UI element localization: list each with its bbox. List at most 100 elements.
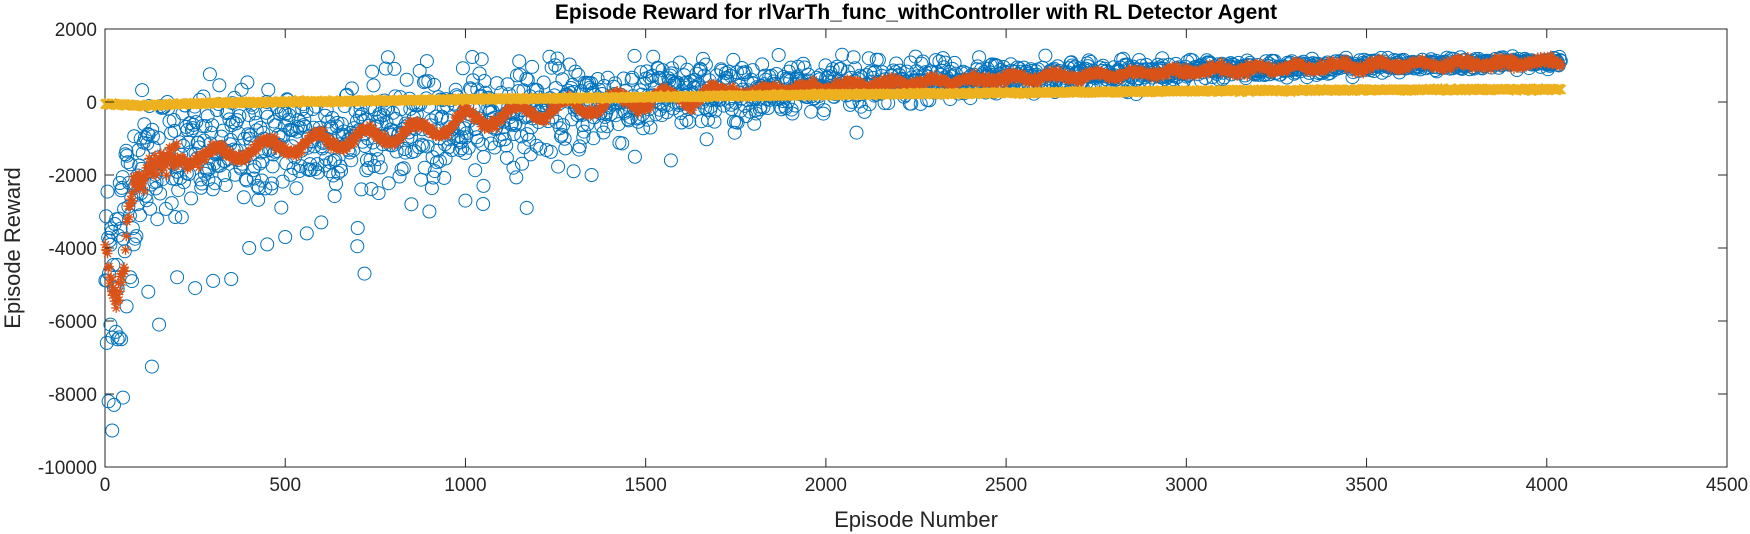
average-reward-marker <box>507 104 518 115</box>
episode-reward-marker <box>945 61 960 76</box>
average-reward-marker <box>1093 65 1104 76</box>
average-reward-marker <box>1474 57 1485 68</box>
episode-reward-marker <box>399 72 414 87</box>
average-reward-marker <box>1467 63 1478 74</box>
episode-reward-marker <box>508 116 523 131</box>
episode-reward-marker <box>371 186 386 201</box>
average-reward-marker <box>496 115 507 126</box>
average-reward-marker <box>124 212 135 223</box>
episode-reward-marker <box>298 119 312 134</box>
average-reward-marker <box>632 103 643 114</box>
average-reward-marker <box>276 143 287 154</box>
average-reward-marker <box>166 143 177 154</box>
episode-reward-marker <box>278 230 293 244</box>
episode-reward-marker <box>127 129 142 144</box>
episode-reward-marker <box>682 114 697 129</box>
episode-reward-marker <box>297 111 312 126</box>
episode-reward-marker <box>737 67 752 81</box>
average-reward-marker <box>540 116 551 127</box>
average-reward-marker <box>1263 63 1274 74</box>
average-reward-marker <box>1358 68 1369 79</box>
average-reward-marker <box>127 188 138 199</box>
episode-reward-marker <box>833 62 848 76</box>
episode-reward-marker <box>476 197 491 211</box>
average-reward-marker <box>1077 74 1088 85</box>
episode-reward-marker <box>568 64 583 79</box>
episode-reward-marker <box>152 317 167 332</box>
average-reward-marker <box>503 108 514 119</box>
episode-reward-marker <box>238 172 253 187</box>
average-reward-marker <box>199 154 210 165</box>
average-reward-marker <box>161 170 172 181</box>
episode-reward-marker <box>107 397 121 412</box>
episode-reward-marker <box>719 66 733 80</box>
average-reward-marker <box>455 112 466 123</box>
episode-reward-marker <box>252 156 267 171</box>
episode-reward-marker <box>487 140 502 155</box>
episode-reward-marker <box>249 115 263 130</box>
episode-reward-marker <box>201 172 216 187</box>
episode-reward-marker <box>215 123 230 138</box>
episode-reward-marker <box>240 75 255 90</box>
average-reward-marker <box>712 81 723 92</box>
average-reward-marker <box>139 185 150 196</box>
episode-reward-marker <box>150 212 165 227</box>
average-reward-marker <box>436 131 447 142</box>
average-reward-marker <box>1439 64 1450 75</box>
average-reward-marker <box>1049 64 1060 75</box>
average-reward-marker <box>1133 70 1144 81</box>
episode-reward-marker <box>120 155 135 170</box>
episode-reward-marker <box>357 266 372 281</box>
episode-reward-marker <box>331 165 346 180</box>
episode-reward-marker <box>205 182 220 197</box>
episode-reward-marker <box>644 73 659 88</box>
average-reward-marker <box>116 277 127 288</box>
average-reward-marker <box>1441 56 1452 67</box>
episode-reward-marker <box>611 117 626 132</box>
average-reward-marker <box>323 133 334 144</box>
average-reward-marker <box>1379 55 1390 66</box>
episode-reward-marker <box>557 131 572 146</box>
episode-reward-marker <box>381 176 396 191</box>
average-reward-marker <box>1509 55 1520 66</box>
average-reward-marker <box>1545 50 1556 61</box>
average-reward-marker <box>124 201 135 212</box>
episode-reward-marker <box>476 178 491 193</box>
average-reward-marker <box>409 120 420 131</box>
episode-reward-marker <box>168 210 183 224</box>
episode-reward-marker <box>164 196 179 211</box>
average-reward-marker <box>147 157 158 168</box>
average-reward-marker <box>979 75 990 86</box>
episode-reward-marker <box>234 82 249 97</box>
average-reward-marker <box>171 161 182 172</box>
average-reward-marker <box>775 82 786 93</box>
episode-reward-marker <box>417 160 432 175</box>
episode-reward-marker <box>476 150 491 164</box>
average-reward-marker <box>902 83 913 94</box>
average-reward-marker <box>107 290 118 301</box>
average-reward-marker <box>474 111 485 122</box>
average-reward-marker <box>1227 69 1238 80</box>
episode-reward-marker <box>468 163 483 178</box>
episode-reward-marker <box>151 131 166 145</box>
average-reward-marker <box>296 147 307 158</box>
average-reward-marker <box>596 106 607 117</box>
episode-reward-marker <box>659 105 674 120</box>
average-reward-marker <box>1479 63 1490 74</box>
average-reward-marker <box>630 98 641 109</box>
episode-reward-marker <box>454 130 469 145</box>
episode-reward-marker <box>119 143 134 158</box>
episode-reward-marker <box>500 77 515 92</box>
episode-reward-marker <box>197 133 212 148</box>
episode-reward-marker <box>329 176 343 191</box>
episode-reward-marker <box>422 204 437 219</box>
average-reward-marker <box>1114 75 1125 86</box>
episode-reward-marker <box>507 118 522 132</box>
average-reward-marker <box>1355 60 1366 71</box>
episode-reward-marker <box>398 145 413 160</box>
episode-reward-marker <box>484 136 498 151</box>
episode-reward-marker <box>404 197 419 212</box>
episode-reward-marker <box>138 130 152 145</box>
episode-reward-marker <box>188 281 203 296</box>
average-reward-marker <box>770 79 781 90</box>
